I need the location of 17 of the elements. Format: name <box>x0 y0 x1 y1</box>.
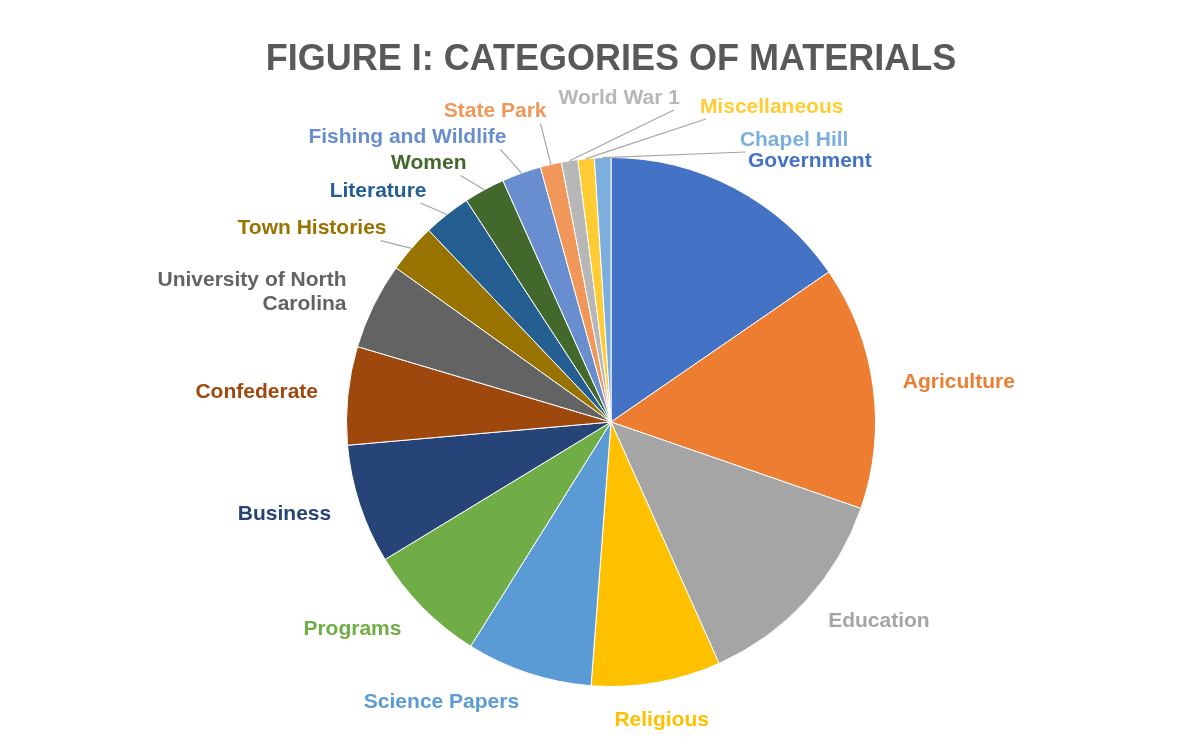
slice-label: University of North Carolina <box>157 267 347 315</box>
slice-label: Literature <box>329 177 427 201</box>
slice-label: World War 1 <box>558 84 681 108</box>
slice-label: Miscellaneous <box>699 93 844 117</box>
slice-label: Education <box>828 607 930 631</box>
slice-label: Confederate <box>195 379 318 403</box>
slice-label: Religious <box>614 706 709 730</box>
slice-label: Chapel Hill <box>739 126 849 150</box>
slice-label: State Park <box>443 98 547 122</box>
slice-label: Programs <box>303 615 402 639</box>
chart-title: FIGURE I: CATEGORIES OF MATERIALS <box>265 36 957 78</box>
slice-label: Science Papers <box>363 688 520 712</box>
slice-label: Town Histories <box>237 215 387 239</box>
slice-label: Agriculture <box>902 369 1015 393</box>
slice-label: Women <box>391 150 467 174</box>
slice-label: Business <box>237 500 332 524</box>
slice-label: Fishing and Wildlife <box>308 124 507 148</box>
